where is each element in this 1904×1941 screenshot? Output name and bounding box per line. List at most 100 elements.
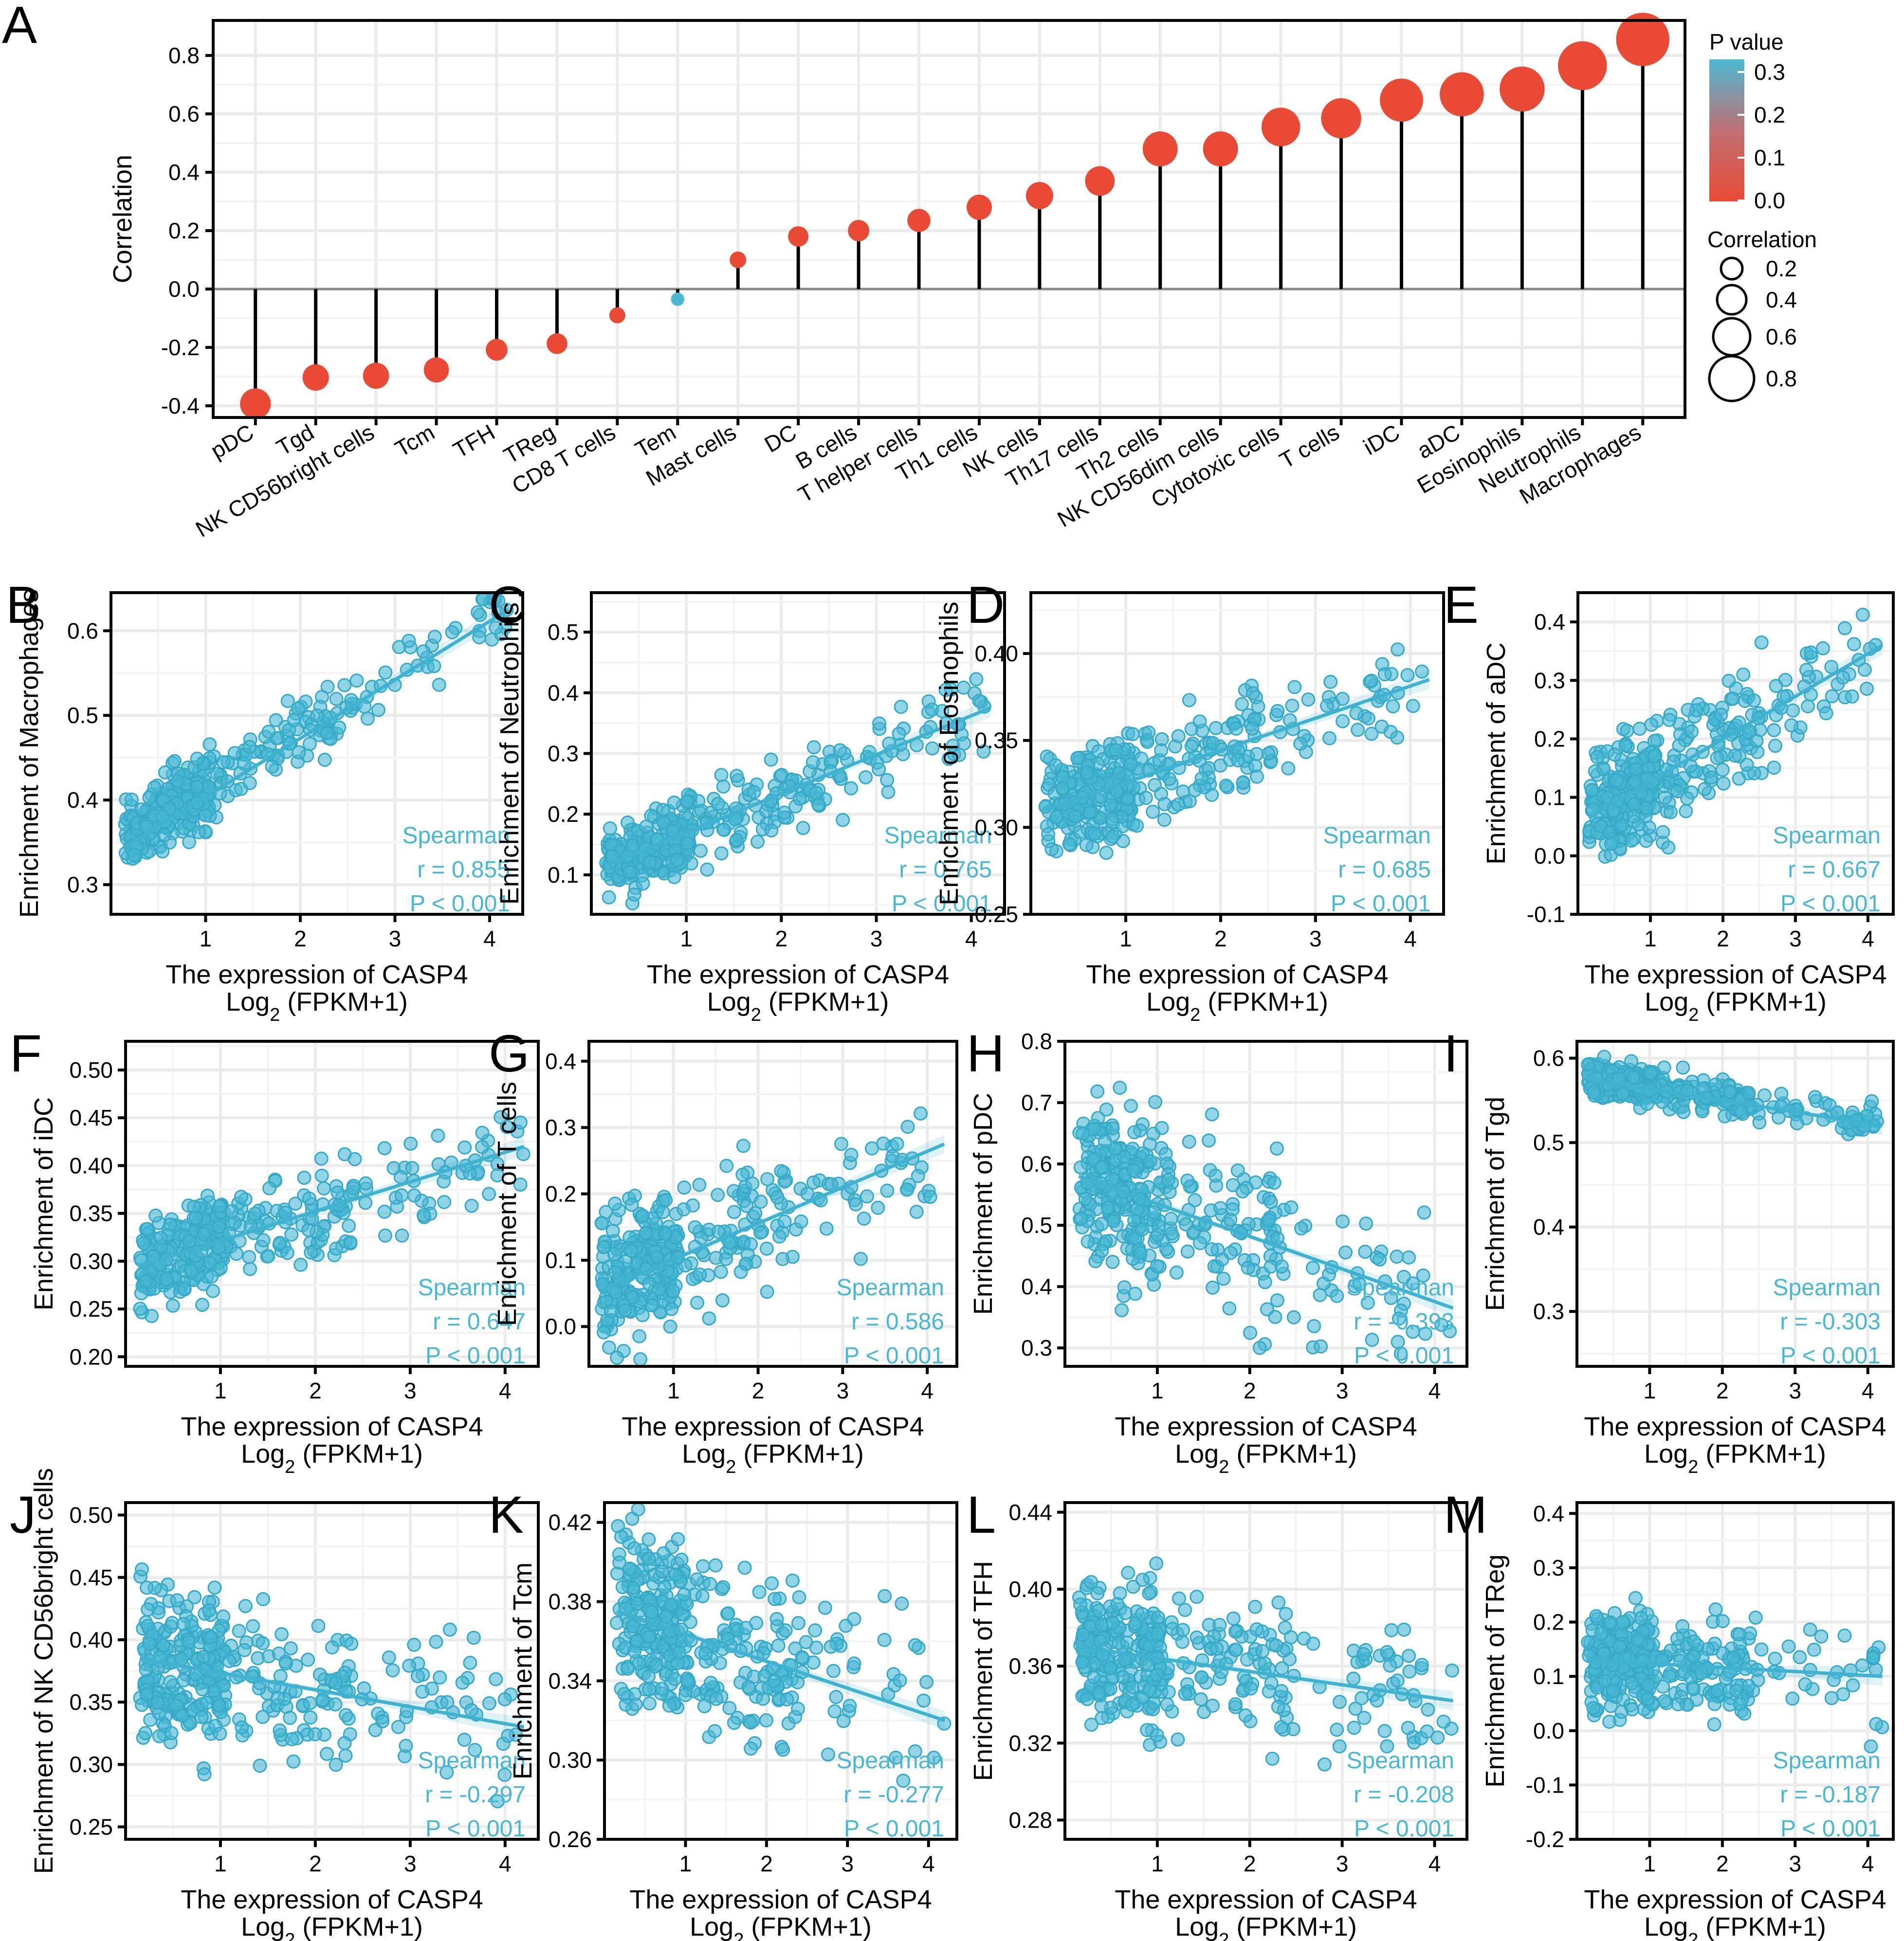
- legend-tick-label: 0.2: [1766, 256, 1797, 281]
- x-tick-label: 2: [760, 1851, 773, 1876]
- stat-method: Spearman: [1773, 1275, 1881, 1301]
- data-point: [680, 1673, 695, 1688]
- legend-size-circle: [1708, 355, 1756, 402]
- data-point: [1681, 703, 1695, 717]
- data-point: [806, 755, 820, 769]
- data-point: [1391, 642, 1405, 657]
- data-point: [1323, 674, 1338, 689]
- y-tick-label: 0.0: [168, 276, 200, 302]
- data-point: [431, 1128, 445, 1143]
- data-point: [148, 1208, 163, 1223]
- data-point: [330, 1185, 345, 1200]
- x-tick-label: 3: [837, 1378, 849, 1403]
- x-tick-label: pDC: [206, 419, 258, 464]
- data-point: [774, 1164, 788, 1179]
- data-point: [871, 1200, 885, 1215]
- data-point: [674, 1552, 689, 1567]
- data-point: [1127, 1125, 1142, 1140]
- data-point: [1249, 1622, 1264, 1636]
- data-point: [1627, 809, 1641, 824]
- data-point: [344, 1636, 359, 1651]
- data-point: [463, 1655, 477, 1670]
- data-point: [1252, 1341, 1267, 1355]
- x-tick-label: 3: [404, 1378, 417, 1403]
- x-tick-label: 3: [1336, 1378, 1349, 1403]
- data-point: [145, 1309, 159, 1324]
- data-point: [1128, 1287, 1142, 1301]
- x-tick-label: TFH: [449, 419, 499, 463]
- data-point: [1151, 1228, 1165, 1242]
- point-th2-cells: [1142, 131, 1178, 166]
- point-t-helper-cells: [907, 209, 931, 232]
- data-point: [656, 1546, 671, 1560]
- data-point: [360, 711, 375, 726]
- data-point: [1662, 1669, 1677, 1684]
- data-point: [1332, 1739, 1347, 1754]
- y-tick-label: 0.35: [69, 1201, 113, 1226]
- data-point: [1589, 1609, 1604, 1624]
- data-point: [205, 1284, 220, 1298]
- data-point: [1212, 1617, 1227, 1632]
- data-point: [836, 813, 850, 827]
- data-point: [659, 1609, 673, 1624]
- data-point: [666, 1284, 680, 1299]
- x-tick-label: 4: [921, 1378, 934, 1403]
- data-point: [140, 1580, 154, 1595]
- data-point: [142, 790, 157, 805]
- data-point: [631, 1502, 645, 1517]
- data-point: [1333, 1695, 1347, 1709]
- data-point: [261, 1249, 275, 1264]
- data-point: [1644, 717, 1659, 732]
- x-axis-subtitle: Log2 (FPKM+1): [1146, 987, 1328, 1025]
- data-point: [617, 1687, 632, 1701]
- point-tgd: [302, 364, 329, 391]
- data-point: [432, 677, 446, 692]
- data-point: [256, 1636, 270, 1651]
- data-point: [909, 1204, 924, 1219]
- data-point: [357, 1681, 371, 1696]
- y-tick-label: 0.30: [974, 815, 1018, 840]
- data-point: [212, 1219, 226, 1234]
- y-tick-label: 0.7: [1021, 1090, 1052, 1115]
- data-point: [1336, 1214, 1350, 1229]
- data-point: [1188, 1193, 1202, 1207]
- y-tick-label: 0.38: [548, 1589, 592, 1614]
- data-point: [1133, 1246, 1148, 1260]
- data-point: [678, 1687, 693, 1702]
- data-point: [671, 1532, 685, 1546]
- x-tick-label: 2: [1244, 1378, 1256, 1403]
- data-point: [1860, 681, 1874, 696]
- panel-letter: D: [967, 575, 1005, 634]
- data-point: [655, 1682, 669, 1696]
- data-point: [291, 701, 306, 716]
- data-point: [711, 1188, 725, 1202]
- x-tick-label: 4: [1404, 926, 1417, 951]
- data-point: [1679, 804, 1693, 818]
- panel-letter: C: [489, 575, 527, 634]
- data-point: [196, 1227, 211, 1241]
- data-point: [772, 1229, 787, 1244]
- data-point: [165, 1298, 180, 1313]
- stat-method: Spearman: [403, 823, 510, 849]
- data-point: [1383, 1658, 1397, 1673]
- legend-size-circle: [1720, 256, 1744, 281]
- x-tick-label: 1: [1644, 926, 1657, 951]
- data-point: [957, 736, 971, 751]
- y-axis-title: Enrichment of Tcm: [508, 1562, 537, 1779]
- data-point: [771, 1638, 786, 1653]
- data-point: [216, 755, 231, 770]
- data-point: [737, 1560, 752, 1575]
- data-point: [1676, 1060, 1690, 1075]
- data-point: [216, 1609, 231, 1624]
- stat-r: r = -0.208: [1354, 1782, 1454, 1808]
- data-point: [923, 1190, 937, 1204]
- x-tick-label: 1: [667, 1378, 680, 1403]
- data-point: [1160, 1697, 1174, 1712]
- data-point: [1414, 1658, 1429, 1672]
- data-point: [1686, 1682, 1701, 1696]
- data-point: [265, 759, 279, 774]
